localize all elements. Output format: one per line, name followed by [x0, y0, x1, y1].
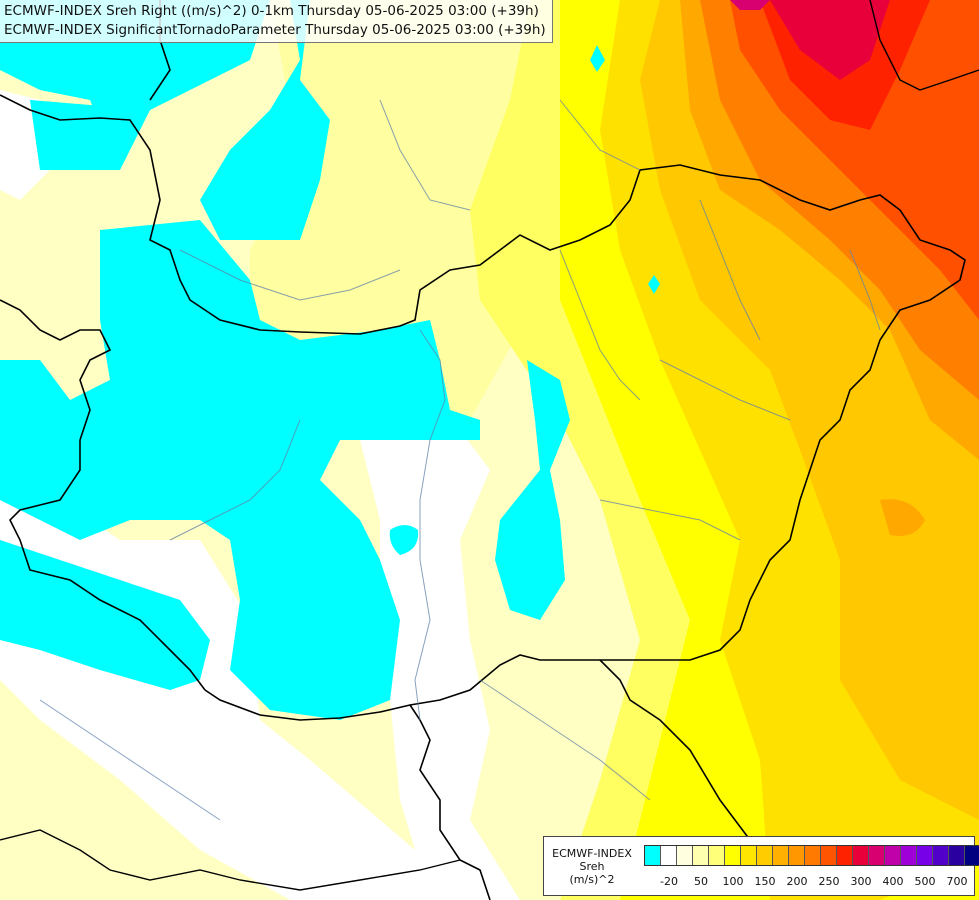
negative-field-main — [0, 220, 480, 720]
legend-swatch — [645, 846, 661, 865]
country-border-7 — [869, 0, 979, 91]
legend-title-line-3: (m/s)^2 — [569, 873, 615, 886]
contour-225-se — [880, 499, 925, 536]
legend-swatch — [805, 846, 821, 865]
legend-swatch — [869, 846, 885, 865]
negative-field-e — [495, 360, 570, 620]
legend-tick-label: -20 — [660, 875, 678, 888]
region-lines — [39, 99, 881, 821]
legend-swatch — [885, 846, 901, 865]
legend-tick-label: 500 — [914, 875, 936, 888]
legend-tick-label: 50 — [694, 875, 708, 888]
contour-50 — [250, 0, 560, 440]
map-header: ECMWF-INDEX Sreh Right ((m/s)^2) 0-1km T… — [0, 0, 553, 43]
legend-tick-label: 300 — [850, 875, 872, 888]
contour-325 — [770, 0, 890, 80]
legend-swatch — [949, 846, 965, 865]
country-border-5 — [599, 659, 751, 841]
legend-swatch — [741, 846, 757, 865]
negative-field-n1 — [0, 0, 330, 240]
legend-swatch — [773, 846, 789, 865]
negative-field-n3 — [30, 100, 150, 170]
legend-swatch — [661, 846, 677, 865]
country-border-4 — [409, 704, 491, 900]
legend-title-line-1: ECMWF-INDEX — [552, 847, 632, 860]
legend-tick-label: 700 — [946, 875, 968, 888]
legend-tick-label: 100 — [722, 875, 744, 888]
negative-field-spot3 — [648, 275, 660, 294]
legend-swatch — [693, 846, 709, 865]
negative-field-spot2 — [590, 45, 605, 72]
legend-swatch — [821, 846, 837, 865]
legend-swatch — [757, 846, 773, 865]
legend-swatch — [677, 846, 693, 865]
negative-field-sw — [0, 540, 210, 690]
header-line-1: ECMWF-INDEX Sreh Right ((m/s)^2) 0-1km T… — [4, 3, 539, 19]
header-line-2: ECMWF-INDEX SignificantTornadoParameter … — [4, 22, 546, 38]
legend-tick-label: 400 — [882, 875, 904, 888]
legend-tick-label: 200 — [786, 875, 808, 888]
legend-swatch — [965, 846, 979, 865]
country-border-2 — [0, 299, 206, 691]
legend-title: ECMWF-INDEX Sreh (m/s)^2 — [546, 847, 638, 886]
legend-tick-label: 250 — [818, 875, 840, 888]
legend-swatch — [837, 846, 853, 865]
legend-swatch — [901, 846, 917, 865]
country-border-6 — [0, 829, 461, 891]
legend-swatch — [725, 846, 741, 865]
color-legend: ECMWF-INDEX Sreh (m/s)^2 -20 50 100 150 200 2… — [543, 836, 979, 896]
negative-field-spot1 — [389, 525, 419, 555]
legend-swatch — [917, 846, 933, 865]
contour-350 — [730, 0, 770, 10]
legend-swatch — [933, 846, 949, 865]
legend-swatch — [853, 846, 869, 865]
legend-tick-label: 150 — [754, 875, 776, 888]
country-border-1 — [0, 94, 966, 721]
legend-swatch-bar — [644, 845, 979, 866]
legend-swatch — [709, 846, 725, 865]
legend-title-line-2: Sreh — [579, 860, 605, 873]
legend-swatch — [789, 846, 805, 865]
